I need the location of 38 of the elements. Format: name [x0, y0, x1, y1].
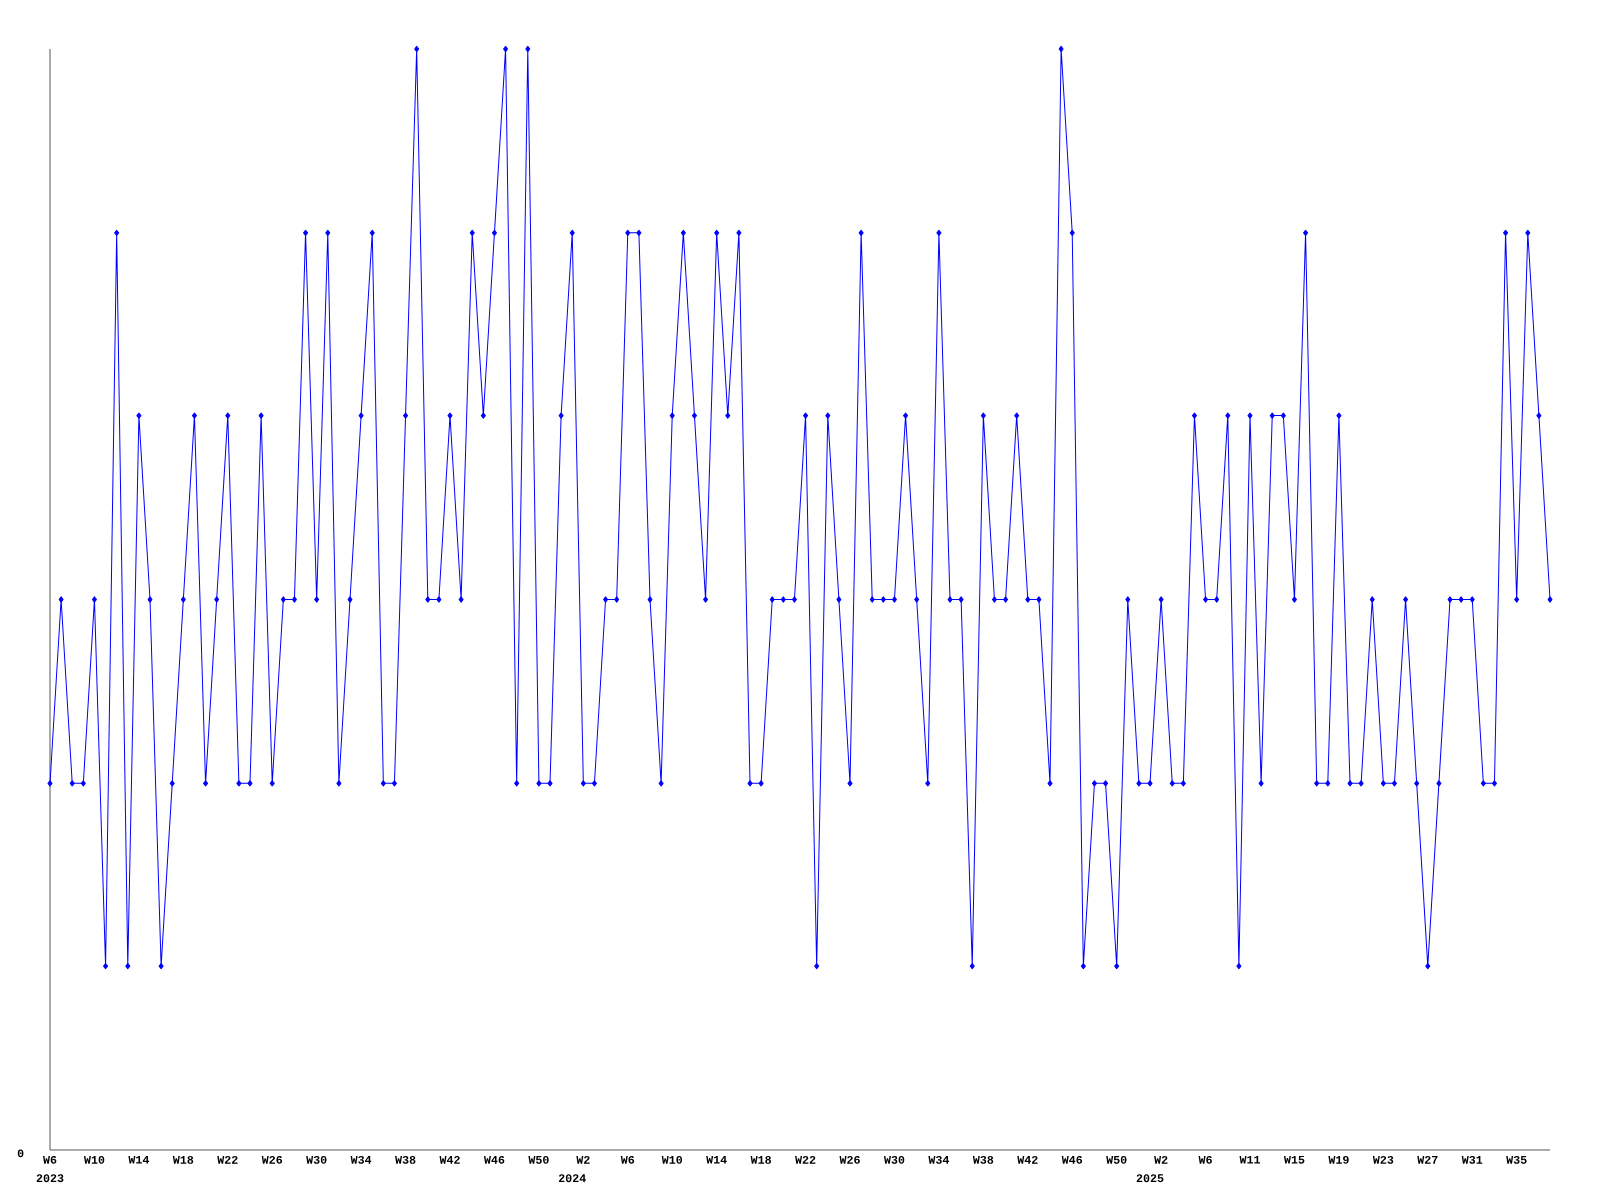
x-tick-label: W18: [172, 1155, 194, 1164]
x-tick-label: W46: [1061, 1155, 1083, 1164]
x-tick-label: W30: [883, 1155, 905, 1164]
x-tick-label: W18: [750, 1155, 771, 1164]
x-tick-label: W19: [1328, 1155, 1349, 1164]
x-tick-label: W15: [1283, 1155, 1305, 1164]
x-tick-label: W38: [395, 1155, 416, 1164]
x-tick-label: W26: [261, 1155, 283, 1164]
x-tick-label: W6: [620, 1155, 635, 1164]
x-tick-label: W50: [528, 1155, 549, 1164]
x-tick-label: W27: [1417, 1155, 1438, 1164]
x-tick-label: W2: [1154, 1155, 1168, 1164]
x-tick-label: W14: [706, 1155, 727, 1164]
x-tick-label: W38: [972, 1155, 994, 1164]
x-tick-label: W22: [217, 1155, 238, 1164]
x-tick-label: W50: [1106, 1155, 1127, 1164]
x-tick-label: W26: [839, 1155, 860, 1164]
text: 0: [17, 1149, 24, 1158]
x-tick-label: W46: [483, 1155, 505, 1164]
text: 2023: [36, 1174, 64, 1183]
x-tick-label: W10: [83, 1155, 105, 1164]
x-tick-label: W23: [1372, 1155, 1394, 1164]
x-tick-label: W11: [1239, 1155, 1261, 1164]
x-tick-label: W10: [661, 1155, 683, 1164]
x-tick-label: W22: [795, 1155, 816, 1164]
x-tick-label: W30: [306, 1155, 327, 1164]
x-tick-label: W34: [928, 1155, 950, 1164]
text: 2024: [558, 1174, 586, 1183]
x-tick-label: W31: [1461, 1155, 1483, 1164]
x-tick-label: W6: [1198, 1155, 1212, 1164]
x-tick-label: W42: [439, 1155, 460, 1164]
x-tick-label: W35: [1506, 1155, 1527, 1164]
x-tick-label: W2: [576, 1155, 590, 1164]
x-tick-label: W14: [128, 1155, 150, 1164]
x-tick-label: W6: [43, 1155, 57, 1164]
text: 2025: [1136, 1174, 1164, 1183]
x-tick-label: W42: [1017, 1155, 1038, 1164]
x-tick-label: W34: [350, 1155, 372, 1164]
